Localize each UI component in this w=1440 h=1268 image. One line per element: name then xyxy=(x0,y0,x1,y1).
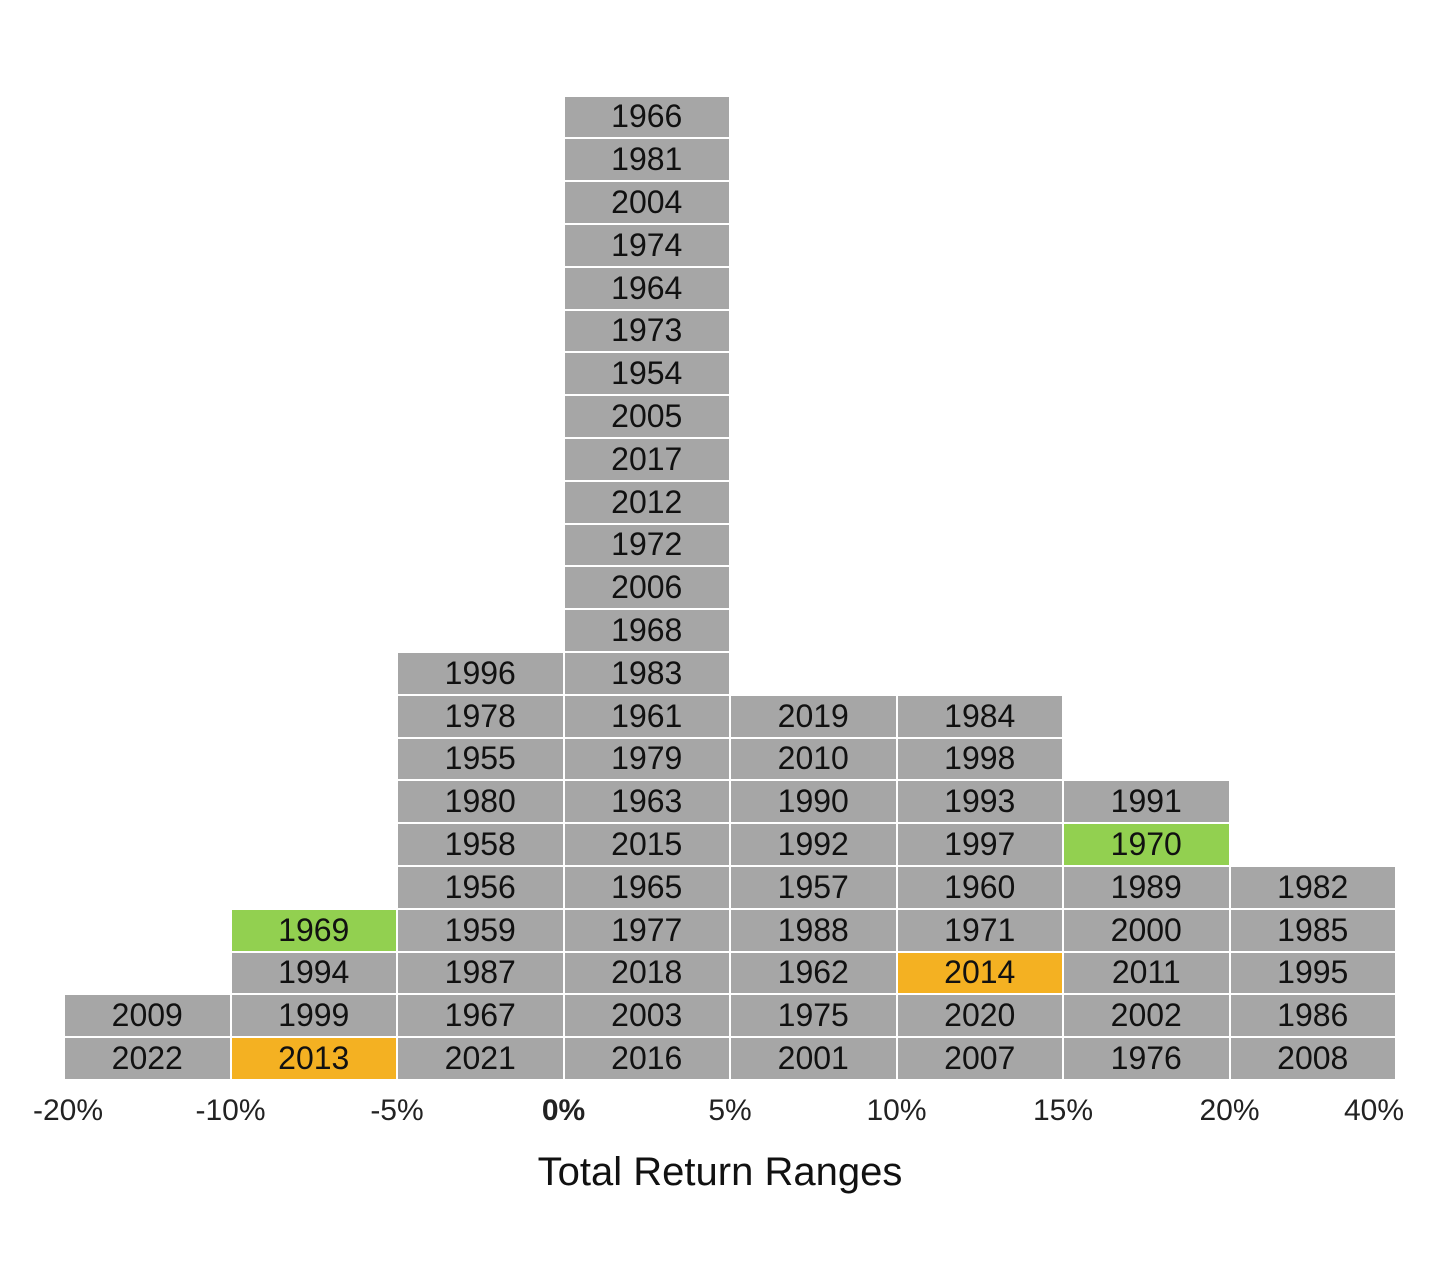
year-cell-1963: 1963 xyxy=(563,780,730,824)
year-cell-1955: 1955 xyxy=(397,737,564,781)
year-cell-2018: 2018 xyxy=(563,951,730,995)
year-cell-1987: 1987 xyxy=(397,951,564,995)
year-cell-1962: 1962 xyxy=(730,951,897,995)
year-cell-1961: 1961 xyxy=(563,694,730,738)
x-tick-label: -5% xyxy=(370,1094,424,1127)
year-cell-1981: 1981 xyxy=(563,138,730,182)
x-tick-label: 5% xyxy=(708,1094,752,1127)
year-cell-1994: 1994 xyxy=(230,951,397,995)
year-cell-1996: 1996 xyxy=(397,652,564,695)
year-cell-2009: 2009 xyxy=(64,994,231,1038)
year-cell-1975: 1975 xyxy=(730,994,897,1038)
year-cell-1972: 1972 xyxy=(563,523,730,567)
year-cell-2010: 2010 xyxy=(730,737,897,781)
year-cell-2005: 2005 xyxy=(563,395,730,438)
year-cell-1971: 1971 xyxy=(896,908,1063,952)
year-cell-2011: 2011 xyxy=(1063,951,1230,995)
year-cell-1973: 1973 xyxy=(563,309,730,353)
x-tick-label: -20% xyxy=(32,1094,104,1127)
year-cell-2016: 2016 xyxy=(563,1037,730,1080)
year-cell-2007: 2007 xyxy=(896,1037,1063,1080)
year-cell-1968: 1968 xyxy=(563,609,730,652)
year-cell-1970: 1970 xyxy=(1063,823,1230,866)
year-cell-1964: 1964 xyxy=(563,266,730,310)
year-cell-2017: 2017 xyxy=(563,438,730,481)
year-cell-2014: 2014 xyxy=(896,951,1063,995)
year-cell-1983: 1983 xyxy=(563,652,730,695)
year-cell-1976: 1976 xyxy=(1063,1037,1230,1080)
year-cell-1997: 1997 xyxy=(896,823,1063,866)
year-cell-2006: 2006 xyxy=(563,566,730,610)
x-tick-label: 15% xyxy=(1032,1094,1094,1127)
year-cell-1985: 1985 xyxy=(1229,908,1396,952)
year-cell-2000: 2000 xyxy=(1063,908,1230,952)
year-cell-2022: 2022 xyxy=(64,1037,231,1080)
year-cell-1957: 1957 xyxy=(730,866,897,909)
year-cell-1995: 1995 xyxy=(1229,951,1396,995)
year-cell-1974: 1974 xyxy=(563,224,730,267)
year-cell-2008: 2008 xyxy=(1229,1037,1396,1080)
year-cell-1958: 1958 xyxy=(397,823,564,866)
year-cell-1990: 1990 xyxy=(730,780,897,824)
year-cell-1992: 1992 xyxy=(730,823,897,866)
year-cell-2002: 2002 xyxy=(1063,994,1230,1038)
year-cell-2019: 2019 xyxy=(730,694,897,738)
year-cell-1954: 1954 xyxy=(563,352,730,396)
year-cell-1956: 1956 xyxy=(397,866,564,909)
x-tick-label: 10% xyxy=(866,1094,927,1127)
year-cell-1984: 1984 xyxy=(896,694,1063,738)
year-cell-1966: 1966 xyxy=(563,95,730,139)
year-cell-2020: 2020 xyxy=(896,994,1063,1038)
year-cell-1991: 1991 xyxy=(1063,780,1230,824)
year-cell-2004: 2004 xyxy=(563,181,730,224)
year-cell-2013: 2013 xyxy=(230,1037,397,1080)
year-cell-2003: 2003 xyxy=(563,994,730,1038)
x-axis-label: Total Return Ranges xyxy=(537,1150,903,1194)
x-tick-label: 0% xyxy=(541,1094,586,1127)
year-cell-1989: 1989 xyxy=(1063,866,1230,909)
year-cell-1993: 1993 xyxy=(896,780,1063,824)
year-cell-1960: 1960 xyxy=(896,866,1063,909)
year-cell-1978: 1978 xyxy=(397,694,564,738)
year-cell-2012: 2012 xyxy=(563,480,730,524)
year-cell-1959: 1959 xyxy=(397,908,564,952)
x-tick-label: -10% xyxy=(195,1094,266,1127)
year-cell-1980: 1980 xyxy=(397,780,564,824)
year-cell-1988: 1988 xyxy=(730,908,897,952)
year-cell-1967: 1967 xyxy=(397,994,564,1038)
x-tick-label: 40% xyxy=(1343,1094,1405,1127)
year-cell-1999: 1999 xyxy=(230,994,397,1038)
year-cell-1979: 1979 xyxy=(563,737,730,781)
year-cell-2021: 2021 xyxy=(397,1037,564,1080)
year-cell-2001: 2001 xyxy=(730,1037,897,1080)
year-cell-1986: 1986 xyxy=(1229,994,1396,1038)
year-cell-2015: 2015 xyxy=(563,823,730,866)
year-cell-1998: 1998 xyxy=(896,737,1063,781)
x-tick-label: 20% xyxy=(1199,1094,1260,1127)
year-cell-1982: 1982 xyxy=(1229,866,1396,909)
year-cell-1969: 1969 xyxy=(230,908,397,952)
year-cell-1977: 1977 xyxy=(563,908,730,952)
year-cell-1965: 1965 xyxy=(563,866,730,909)
